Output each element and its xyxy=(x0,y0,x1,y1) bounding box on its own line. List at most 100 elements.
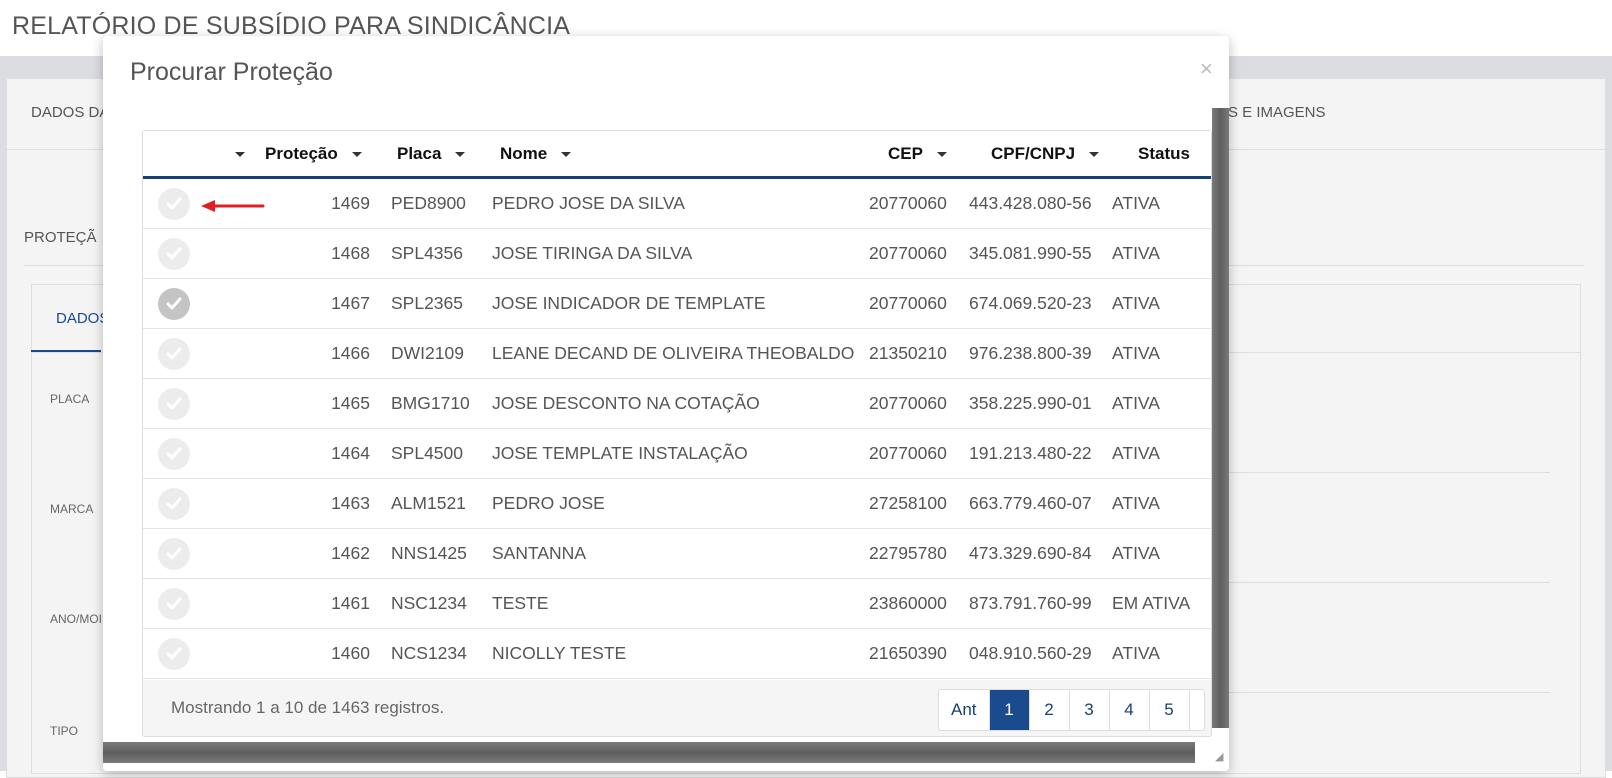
table-row[interactable]: 1462 NNS1425 SANTANNA 22795780 473.329.690-8… xyxy=(143,529,1211,579)
grid-header: Proteção Placa Nome CEP CPF/CNPJ Status xyxy=(143,131,1211,179)
table-row[interactable]: 1463 ALM1521 PEDRO JOSE 27258100 663.779.460… xyxy=(143,479,1211,529)
cell-cep: 20770060 xyxy=(869,293,947,313)
cell-protecao: 1466 xyxy=(331,343,370,363)
check-circle-icon[interactable] xyxy=(158,638,190,670)
table-row[interactable]: 1468 SPL4356 JOSE TIRINGA DA SILVA 20770060… xyxy=(143,229,1211,279)
pagination: Ant 1 2 3 4 5 xyxy=(938,689,1205,731)
pagination-next-partial[interactable] xyxy=(1190,690,1204,730)
column-header-cep[interactable]: CEP xyxy=(888,144,947,164)
close-button[interactable]: × xyxy=(1200,56,1213,81)
cell-protecao: 1460 xyxy=(331,643,370,663)
table-row[interactable]: 1469 PED8900 PEDRO JOSE DA SILVA 20770060 44… xyxy=(143,179,1211,229)
caret-down-icon xyxy=(561,152,572,158)
cell-protecao: 1463 xyxy=(331,493,370,513)
table-row[interactable]: 1465 BMG1710 JOSE DESCONTO NA COTAÇÃO 20770… xyxy=(143,379,1211,429)
cell-cep: 20770060 xyxy=(869,393,947,413)
pagination-page-5[interactable]: 5 xyxy=(1150,690,1190,730)
pagination-page-3[interactable]: 3 xyxy=(1070,690,1110,730)
protecao-grid: Proteção Placa Nome CEP CPF/CNPJ Status … xyxy=(142,130,1212,737)
caret-down-icon xyxy=(351,152,362,158)
cell-cep: 20770060 xyxy=(869,443,947,463)
check-circle-icon[interactable] xyxy=(158,538,190,570)
check-circle-icon[interactable] xyxy=(158,288,190,320)
cell-protecao: 1461 xyxy=(331,593,370,613)
column-header-cpf-cnpj[interactable]: CPF/CNPJ xyxy=(991,144,1100,164)
cell-protecao: 1465 xyxy=(331,393,370,413)
column-header-nome[interactable]: Nome xyxy=(500,144,572,164)
pagination-page-4[interactable]: 4 xyxy=(1110,690,1150,730)
cell-nome: JOSE INDICADOR DE TEMPLATE xyxy=(492,293,766,313)
cell-status: ATIVA xyxy=(1112,393,1160,413)
cell-status: ATIVA xyxy=(1112,643,1160,663)
cell-placa: NSC1234 xyxy=(391,593,467,613)
cell-placa: NCS1234 xyxy=(391,643,467,663)
pagination-prev[interactable]: Ant xyxy=(939,690,990,730)
cell-status: ATIVA xyxy=(1112,193,1160,213)
cell-cpf-cnpj: 976.238.800-39 xyxy=(969,343,1092,363)
cell-placa: SPL4356 xyxy=(391,243,464,263)
table-row[interactable]: 1464 SPL4500 JOSE TEMPLATE INSTALAÇÃO 20770… xyxy=(143,429,1211,479)
field-divider xyxy=(1220,582,1550,583)
label-placa: PLACA xyxy=(50,392,90,406)
column-header-protecao[interactable]: Proteção xyxy=(265,144,362,164)
column-header-placa[interactable]: Placa xyxy=(397,144,466,164)
grid-footer: Mostrando 1 a 10 de 1463 registros. Ant … xyxy=(143,680,1211,736)
select-column-sort[interactable] xyxy=(221,144,245,164)
resize-grip-icon[interactable]: ◢ xyxy=(1215,751,1224,763)
cell-nome: PEDRO JOSE xyxy=(492,493,605,513)
records-info: Mostrando 1 a 10 de 1463 registros. xyxy=(171,698,445,717)
field-divider xyxy=(1220,692,1550,693)
column-header-status[interactable]: Status xyxy=(1138,144,1190,163)
cell-cpf-cnpj: 048.910.560-29 xyxy=(969,643,1092,663)
caret-down-icon xyxy=(235,152,245,158)
cell-protecao: 1464 xyxy=(331,443,370,463)
check-circle-icon[interactable] xyxy=(158,488,190,520)
cell-nome: JOSE DESCONTO NA COTAÇÃO xyxy=(492,393,760,413)
cell-nome: SANTANNA xyxy=(492,543,586,563)
cell-status: ATIVA xyxy=(1112,493,1160,513)
tab-inner-dados[interactable]: DADOS xyxy=(56,310,110,327)
cell-placa: DWI2109 xyxy=(391,343,464,363)
pagination-page-1[interactable]: 1 xyxy=(989,690,1030,730)
cell-status: ATIVA xyxy=(1112,343,1160,363)
red-arrow-icon xyxy=(199,199,265,217)
cell-cpf-cnpj: 663.779.460-07 xyxy=(969,493,1092,513)
table-row[interactable]: 1467 SPL2365 JOSE INDICADOR DE TEMPLATE 207… xyxy=(143,279,1211,329)
cell-cep: 20770060 xyxy=(869,243,947,263)
cell-nome: JOSE TIRINGA DA SILVA xyxy=(492,243,693,263)
caret-down-icon xyxy=(455,152,466,158)
cell-nome: TESTE xyxy=(492,593,549,613)
field-divider xyxy=(1220,472,1550,473)
cell-protecao: 1467 xyxy=(331,293,370,313)
table-row[interactable]: 1466 DWI2109 LEANE DECAND DE OLIVEIRA THEO… xyxy=(143,329,1211,379)
check-circle-icon[interactable] xyxy=(158,438,190,470)
check-circle-icon[interactable] xyxy=(158,388,190,420)
cell-cep: 21650390 xyxy=(869,643,947,663)
pagination-page-2[interactable]: 2 xyxy=(1030,690,1070,730)
vertical-scrollbar[interactable] xyxy=(1212,108,1229,728)
cell-cep: 21350210 xyxy=(869,343,947,363)
cell-placa: SPL2365 xyxy=(391,293,464,313)
table-row[interactable]: 1460 NCS1234 NICOLLY TESTE 21650390 048.910.… xyxy=(143,629,1211,679)
cell-cpf-cnpj: 345.081.990-55 xyxy=(969,243,1092,263)
cell-protecao: 1468 xyxy=(331,243,370,263)
label-ano-modelo: ANO/MOI xyxy=(50,612,103,626)
table-row[interactable]: 1461 NSC1234 TESTE 23860000 873.791.760-99 EM… xyxy=(143,579,1211,629)
tab-dados[interactable]: DADOS DA xyxy=(31,104,110,121)
cell-placa: NNS1425 xyxy=(391,543,467,563)
cell-status: ATIVA xyxy=(1112,293,1160,313)
tab-imagens[interactable]: S E IMAGENS xyxy=(1228,104,1326,121)
check-circle-icon[interactable] xyxy=(158,238,190,270)
caret-down-icon xyxy=(936,152,947,158)
cell-cpf-cnpj: 191.213.480-22 xyxy=(969,443,1092,463)
horizontal-scrollbar[interactable] xyxy=(103,742,1195,763)
cell-cep: 27258100 xyxy=(869,493,947,513)
cell-cep: 23860000 xyxy=(869,593,947,613)
cell-placa: SPL4500 xyxy=(391,443,464,463)
cell-cpf-cnpj: 873.791.760-99 xyxy=(969,593,1092,613)
check-circle-icon[interactable] xyxy=(158,188,190,220)
check-circle-icon[interactable] xyxy=(158,338,190,370)
cell-status: EM ATIVA xyxy=(1112,593,1191,613)
label-tipo: TIPO xyxy=(50,724,79,738)
check-circle-icon[interactable] xyxy=(158,588,190,620)
